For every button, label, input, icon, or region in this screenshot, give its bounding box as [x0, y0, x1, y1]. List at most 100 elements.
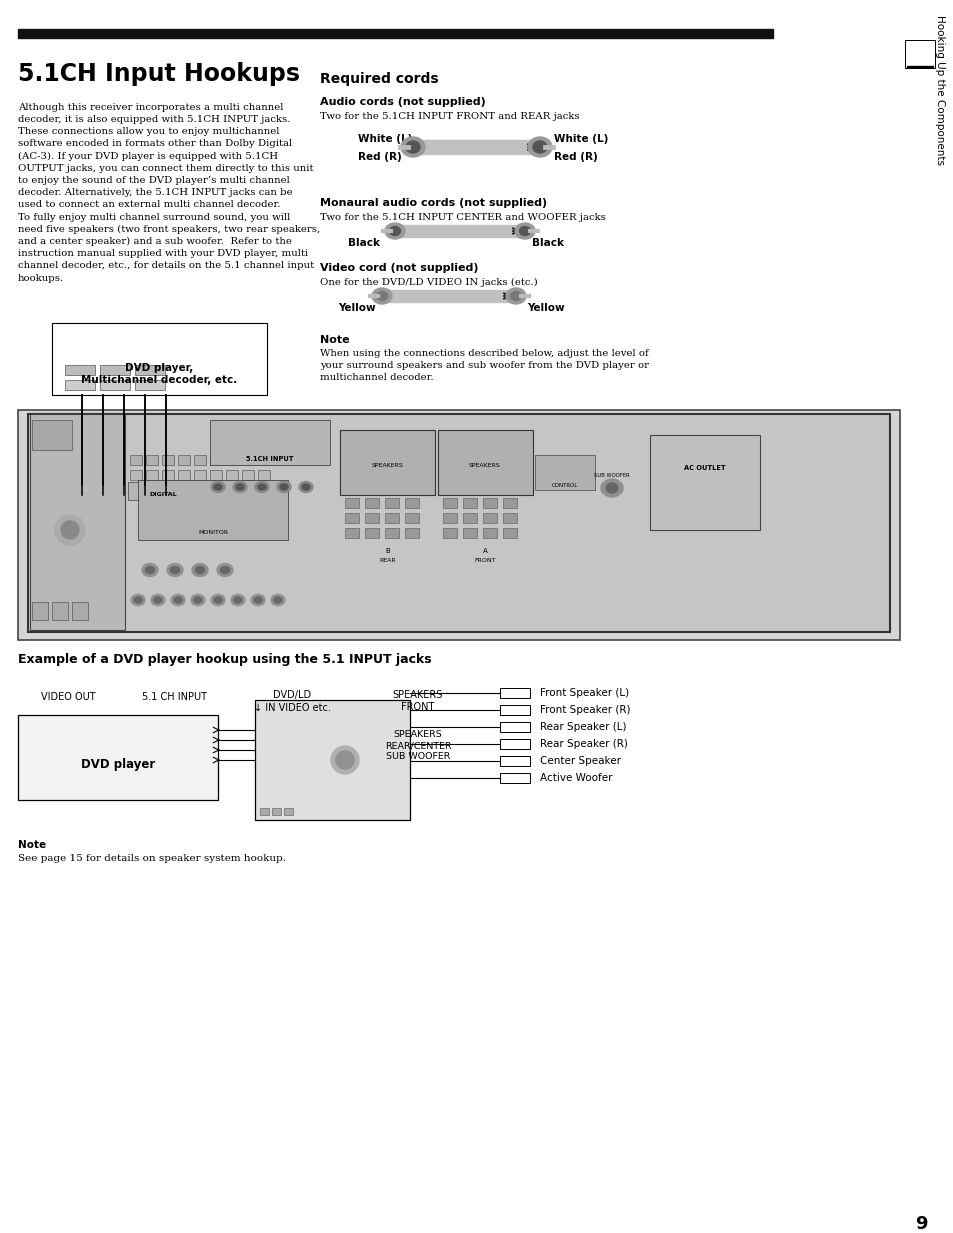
Bar — [178, 455, 190, 465]
Text: Two for the 5.1CH INPUT CENTER and WOOFER jacks: Two for the 5.1CH INPUT CENTER and WOOFE… — [319, 213, 605, 222]
Ellipse shape — [142, 563, 158, 577]
Ellipse shape — [146, 566, 154, 573]
Text: SPEAKERS
REAR/CENTER
SUB WOOFER: SPEAKERS REAR/CENTER SUB WOOFER — [384, 730, 451, 761]
Text: Red (R): Red (R) — [554, 152, 598, 162]
Text: Black: Black — [532, 238, 563, 248]
Bar — [257, 455, 270, 465]
Text: One for the DVD/LD VIDEO IN jacks (etc.): One for the DVD/LD VIDEO IN jacks (etc.) — [319, 277, 537, 287]
Ellipse shape — [600, 478, 622, 497]
Ellipse shape — [376, 291, 387, 301]
Bar — [146, 455, 158, 465]
Bar — [18, 715, 218, 800]
Bar — [210, 420, 330, 465]
Bar — [100, 365, 130, 375]
Bar — [462, 513, 476, 523]
Ellipse shape — [515, 223, 535, 239]
Ellipse shape — [213, 597, 222, 603]
Bar — [385, 528, 398, 538]
Bar — [257, 470, 270, 480]
Bar — [65, 380, 95, 390]
Bar — [405, 513, 418, 523]
Ellipse shape — [173, 597, 182, 603]
Ellipse shape — [193, 597, 202, 603]
Bar — [365, 528, 378, 538]
Ellipse shape — [400, 137, 424, 157]
Bar — [210, 455, 222, 465]
Text: Although this receiver incorporates a multi channel
decoder, it is also equipped: Although this receiver incorporates a mu… — [18, 104, 320, 282]
Text: DIGITAL: DIGITAL — [149, 492, 176, 497]
Bar — [30, 414, 125, 630]
Ellipse shape — [233, 597, 242, 603]
Text: DVD player: DVD player — [81, 758, 155, 771]
Bar — [482, 528, 497, 538]
Ellipse shape — [55, 515, 85, 545]
Text: Audio cords (not supplied): Audio cords (not supplied) — [319, 97, 485, 107]
Ellipse shape — [372, 289, 392, 305]
Text: SPEAKERS: SPEAKERS — [469, 464, 500, 469]
Ellipse shape — [233, 482, 247, 492]
Text: Black: Black — [348, 238, 379, 248]
Text: A: A — [482, 547, 487, 554]
Ellipse shape — [302, 485, 310, 490]
Text: Rear Speaker (L): Rear Speaker (L) — [539, 723, 626, 732]
Ellipse shape — [274, 597, 282, 603]
Bar — [416, 141, 536, 154]
Bar — [178, 470, 190, 480]
Ellipse shape — [167, 563, 183, 577]
Bar — [52, 323, 267, 395]
Bar — [18, 30, 772, 38]
Ellipse shape — [211, 594, 225, 605]
Ellipse shape — [133, 597, 142, 603]
Text: White (L): White (L) — [357, 134, 412, 144]
Ellipse shape — [61, 522, 79, 539]
Ellipse shape — [231, 594, 245, 605]
Ellipse shape — [151, 594, 165, 605]
Bar — [52, 602, 68, 620]
Bar — [284, 808, 293, 815]
Ellipse shape — [131, 594, 145, 605]
Text: FRONT: FRONT — [474, 559, 496, 563]
Bar — [272, 808, 281, 815]
Text: 9: 9 — [915, 1215, 927, 1233]
Text: DVD/LD: DVD/LD — [273, 690, 311, 700]
Bar — [138, 480, 288, 540]
Ellipse shape — [251, 594, 265, 605]
Ellipse shape — [216, 563, 233, 577]
Bar — [226, 470, 237, 480]
Bar — [502, 513, 517, 523]
Text: When using the connections described below, adjust the level of
your surround sp: When using the connections described bel… — [319, 349, 648, 381]
Bar — [130, 470, 142, 480]
Text: Two for the 5.1CH INPUT FRONT and REAR jacks: Two for the 5.1CH INPUT FRONT and REAR j… — [319, 112, 579, 121]
Bar — [135, 365, 165, 375]
Bar — [649, 435, 760, 530]
Text: 5.1 CH INPUT: 5.1 CH INPUT — [142, 692, 208, 702]
Ellipse shape — [527, 137, 552, 157]
Bar — [32, 420, 71, 450]
Ellipse shape — [335, 751, 354, 769]
Text: SPEAKERS
FRONT: SPEAKERS FRONT — [393, 690, 443, 713]
Bar — [385, 290, 513, 302]
Bar — [499, 723, 530, 732]
Text: Red (R): Red (R) — [357, 152, 401, 162]
Text: SPEAKERS: SPEAKERS — [372, 464, 403, 469]
Text: Required cords: Required cords — [319, 72, 438, 86]
Ellipse shape — [235, 485, 244, 490]
Text: See page 15 for details on speaker system hookup.: See page 15 for details on speaker syste… — [18, 854, 286, 863]
Ellipse shape — [389, 227, 400, 236]
Bar — [193, 470, 206, 480]
Bar — [462, 498, 476, 508]
Bar — [462, 528, 476, 538]
Bar — [499, 705, 530, 715]
Bar — [437, 430, 533, 494]
Text: Video cord (not supplied): Video cord (not supplied) — [319, 263, 478, 272]
Text: MONITOR: MONITOR — [197, 530, 228, 535]
Text: Front Speaker (L): Front Speaker (L) — [539, 688, 628, 698]
Bar — [365, 513, 378, 523]
Bar — [345, 498, 358, 508]
Ellipse shape — [171, 566, 179, 573]
Bar — [162, 455, 173, 465]
Bar — [405, 528, 418, 538]
Bar — [130, 455, 142, 465]
Ellipse shape — [192, 563, 208, 577]
Bar — [135, 380, 165, 390]
